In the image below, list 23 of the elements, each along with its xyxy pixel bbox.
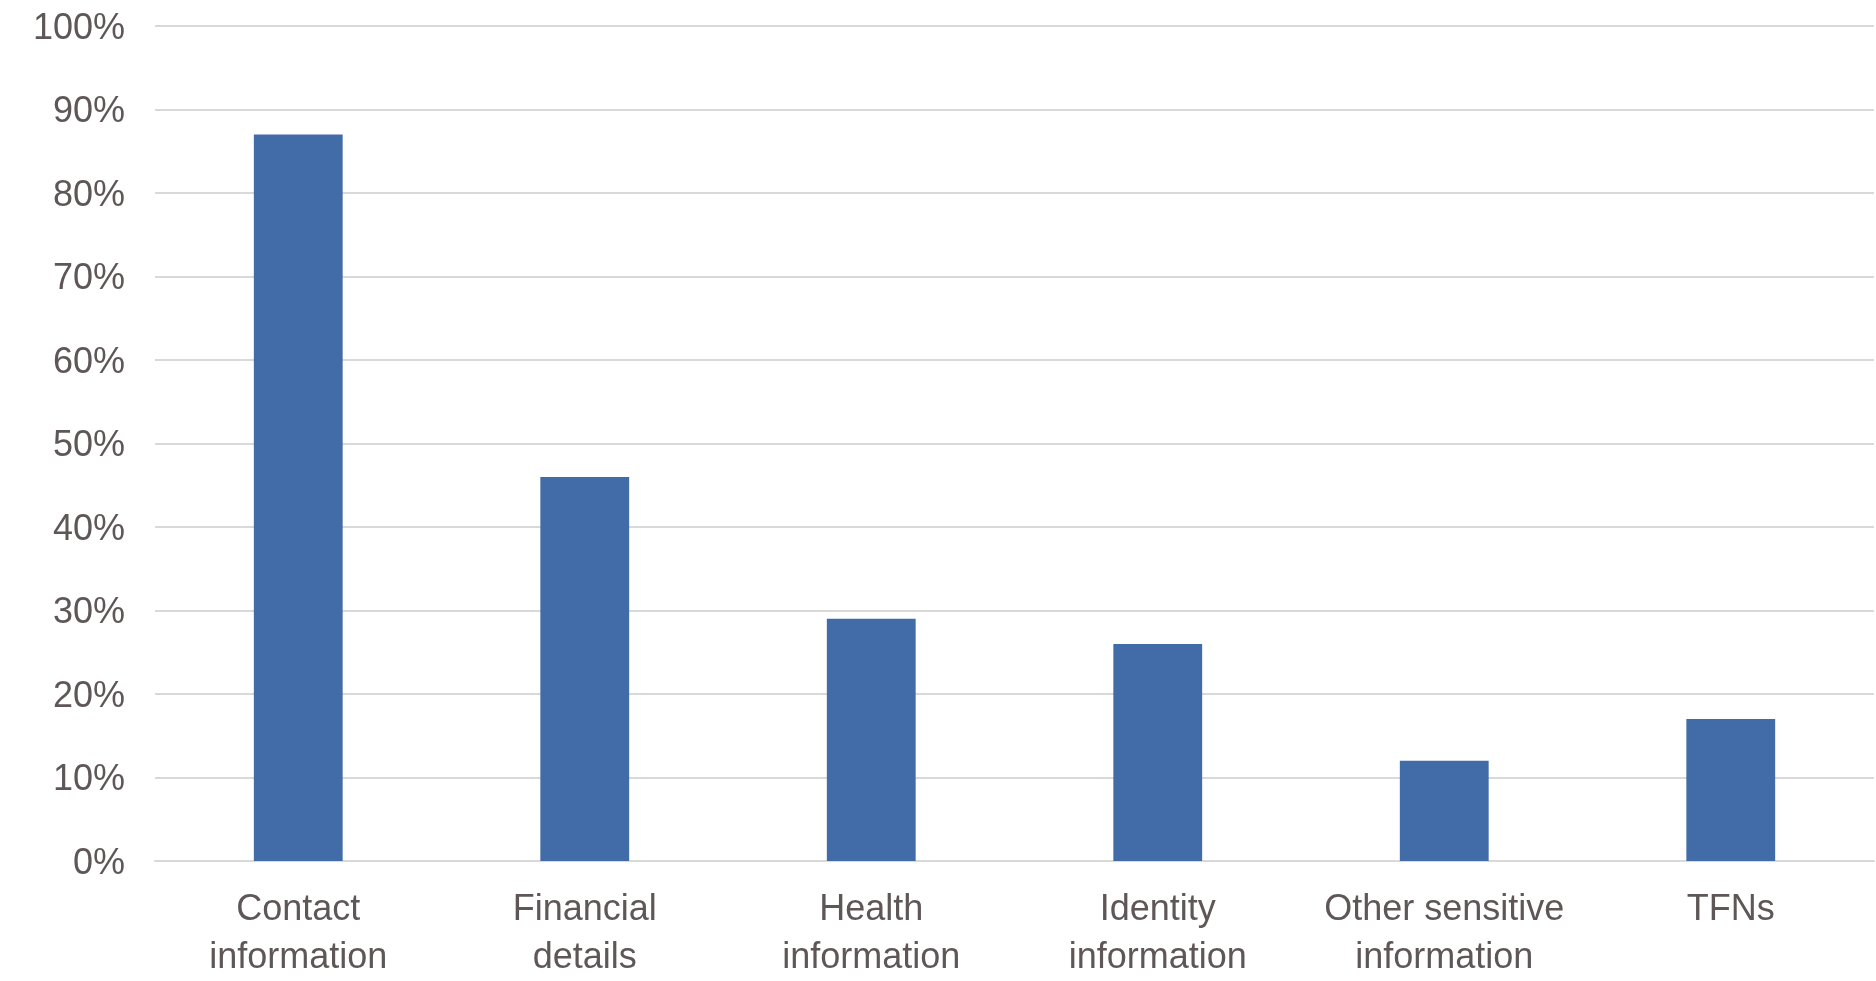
x-tick-label: Identity information: [1068, 886, 1247, 976]
bar: [1686, 719, 1776, 861]
bar: [1399, 760, 1489, 861]
y-tick-label: 10%: [52, 757, 125, 798]
x-tick-label: Contact information: [209, 886, 388, 976]
bar: [540, 476, 630, 861]
y-tick-label: 60%: [52, 339, 125, 381]
y-tick-label: 40%: [52, 506, 125, 548]
y-tick-label: 30%: [52, 590, 125, 631]
x-tick-label: Other sensitive information: [1324, 886, 1565, 976]
x-tick-label: TFNs: [1686, 886, 1775, 928]
y-tick-label: 80%: [52, 172, 125, 214]
y-tick-label: 70%: [52, 256, 125, 297]
y-tick-label: 100%: [32, 5, 125, 47]
bar: [1113, 643, 1203, 861]
y-tick-label: 0%: [72, 840, 125, 882]
y-tick-label: 50%: [52, 423, 125, 464]
y-tick-label: 90%: [52, 89, 125, 130]
bar: [253, 134, 343, 861]
x-tick-label: Health information: [782, 886, 961, 976]
x-tick-label: Financial details: [512, 886, 657, 976]
bar: [826, 618, 916, 861]
y-tick-label: 20%: [52, 673, 125, 715]
